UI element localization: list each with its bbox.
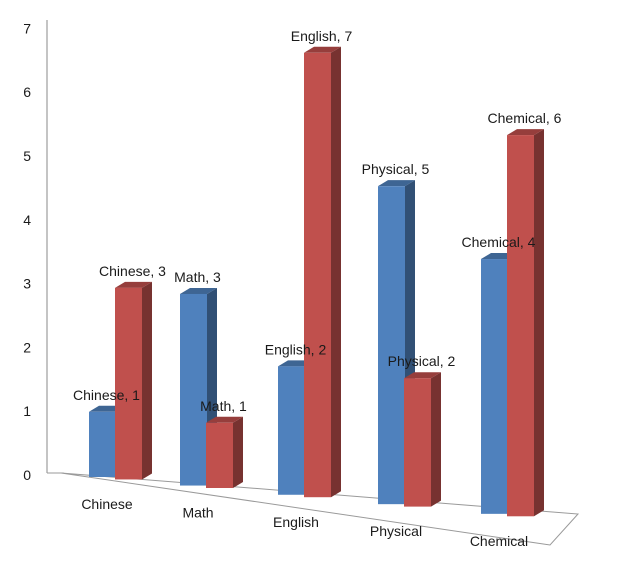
bar (115, 281, 152, 480)
x-category-label: Chinese (81, 496, 133, 512)
bar-front-face (404, 378, 431, 507)
data-label: English, 2 (265, 341, 327, 357)
bar-front-face (89, 411, 116, 477)
bar-side-face (331, 46, 341, 498)
chart-axes (46, 20, 580, 546)
bar-front-face (115, 287, 142, 480)
bar (304, 46, 341, 498)
y-tick-label: 7 (23, 20, 31, 36)
y-tick-label: 6 (23, 84, 31, 100)
data-label: Math, 3 (174, 269, 221, 285)
bar-top-face (206, 416, 243, 423)
data-label: Math, 1 (200, 398, 247, 414)
bar-top-face (378, 180, 415, 187)
bar-side-face (431, 372, 441, 507)
y-tick-label: 4 (23, 212, 31, 228)
bar-top-face (404, 372, 441, 379)
data-label: Chemical, 6 (488, 110, 562, 126)
bar (206, 416, 243, 488)
x-category-label: Chemical (470, 533, 528, 549)
bar-front-face (378, 186, 405, 505)
data-label: Chemical, 4 (462, 234, 536, 250)
y-tick-label: 5 (23, 148, 31, 164)
bar (507, 129, 544, 517)
bar-front-face (507, 135, 534, 517)
x-category-label: English (273, 514, 319, 530)
data-label: Physical, 5 (362, 161, 430, 177)
chart-bars (89, 46, 544, 517)
y-tick-label: 2 (23, 339, 31, 355)
x-category-label: Physical (370, 523, 422, 539)
data-label: Physical, 2 (388, 353, 456, 369)
bar-front-face (278, 366, 305, 495)
bar-front-face (481, 259, 508, 514)
data-label: Chinese, 3 (99, 263, 166, 279)
y-tick-label: 3 (23, 276, 31, 292)
y-tick-label: 0 (23, 467, 31, 483)
y-axis-ticks: 0 1 2 3 4 5 6 7 (23, 20, 31, 483)
bar-top-face (304, 46, 341, 53)
category-labels: Chinese Math English Physical Chemical (81, 496, 528, 549)
bar-top-face (115, 281, 152, 288)
x-category-label: Math (182, 505, 213, 521)
bar-top-face (507, 129, 544, 136)
bar-front-face (180, 293, 207, 486)
data-labels: Chinese, 1 Chinese, 3 Math, 3 Math, 1 Englis… (73, 28, 562, 414)
data-label: English, 7 (291, 28, 353, 44)
data-label: Chinese, 1 (73, 387, 140, 403)
bar-side-face (142, 281, 152, 480)
bar-front-face (206, 422, 233, 488)
bar-top-face (180, 287, 217, 294)
bar-side-face (233, 416, 243, 488)
chart-floor (47, 472, 580, 546)
bar-front-face (304, 52, 331, 498)
bar (404, 372, 441, 507)
y-tick-label: 1 (23, 403, 31, 419)
bar-side-face (534, 129, 544, 517)
